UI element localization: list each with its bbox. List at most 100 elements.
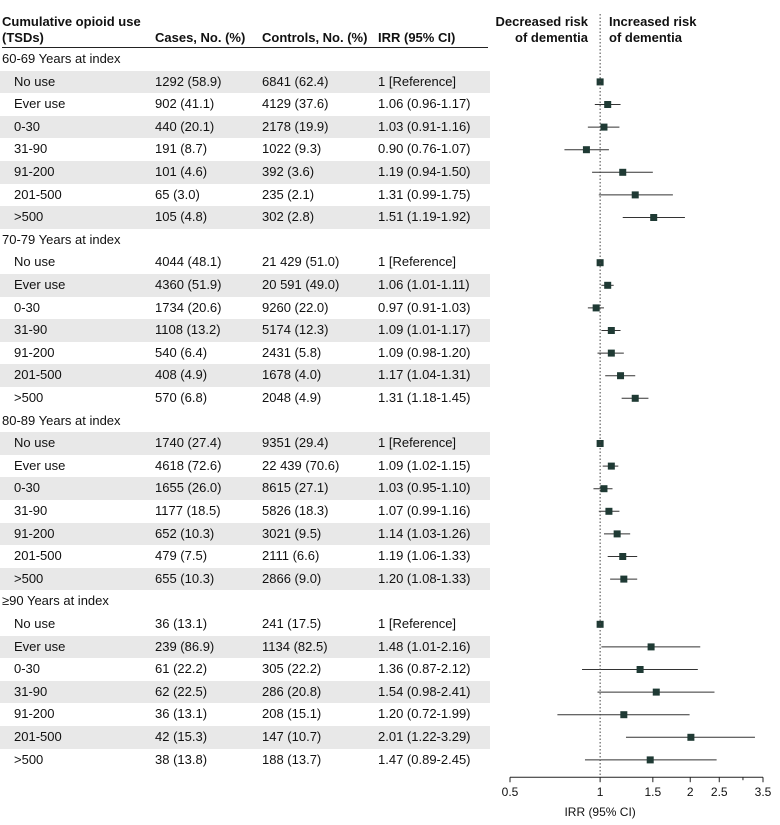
cases-cell: 36 (13.1): [155, 616, 208, 631]
irr-cell: 1.03 (0.91-1.16): [378, 118, 471, 134]
controls-cell: 20 591 (49.0): [262, 277, 340, 292]
controls-cell: 208 (15.1): [262, 706, 322, 722]
row-label: 0-30: [14, 299, 41, 315]
increased-risk-line2: of dementia: [609, 30, 682, 45]
row-label: 31-90: [14, 503, 48, 518]
table-row: 0-30 1655 (26.0) 8615 (27.1) 1.03 (0.95-1.1…: [0, 477, 490, 500]
point-marker: [652, 688, 660, 696]
row-label: 91-200: [14, 344, 55, 360]
x-tick-label: 2.5: [711, 785, 728, 799]
x-tick-label: 0.5: [502, 785, 519, 799]
table-row: No use 4044 (48.1) 21 429 (51.0) 1 [Referen…: [0, 251, 490, 274]
irr-cell: 0.97 (0.91-1.03): [378, 299, 471, 315]
point-marker: [619, 168, 627, 176]
cases-cell: 42 (15.3): [155, 729, 208, 744]
controls-cell: 3021 (9.5): [262, 525, 322, 541]
point-marker: [607, 462, 615, 470]
row-label: No use: [14, 616, 56, 631]
cases-cell: 239 (86.9): [155, 638, 215, 654]
table-row: 91-200 101 (4.6) 392 (3.6) 1.19 (0.94-1.50): [0, 161, 490, 184]
controls-cell: 8615 (27.1): [262, 480, 329, 496]
cases-cell: 36 (13.1): [155, 706, 208, 722]
row-label: 201-500: [14, 729, 62, 744]
table-row: 91-200 540 (6.4) 2431 (5.8) 1.09 (0.98-1.20…: [0, 342, 490, 365]
decreased-risk-label: Decreased risk of dementia: [495, 14, 588, 46]
irr-cell: 1 [Reference]: [378, 73, 457, 89]
header-exposure: Cumulative opioid use (TSDs): [2, 14, 141, 46]
irr-cell: 1.51 (1.19-1.92): [378, 209, 471, 225]
header-irr: IRR (95% CI): [378, 30, 456, 45]
irr-cell: 1.20 (0.72-1.99): [378, 706, 471, 722]
header-exposure-line1: Cumulative opioid use: [2, 14, 141, 29]
cases-cell: 1292 (58.9): [155, 73, 222, 89]
irr-cell: 1 [Reference]: [378, 254, 457, 270]
cases-cell: 105 (4.8): [155, 209, 208, 225]
cases-cell: 38 (13.8): [155, 751, 208, 767]
cases-cell: 1108 (13.2): [155, 322, 221, 338]
table-row: Ever use 4360 (51.9) 20 591 (49.0) 1.06 (1.…: [0, 274, 490, 297]
row-label: No use: [14, 73, 56, 89]
table-row: 201-500 408 (4.9) 1678 (4.0) 1.17 (1.04-1.3…: [0, 364, 490, 387]
row-label: >500: [14, 751, 44, 767]
group-row: 80-89 Years at index: [0, 410, 490, 433]
cases-cell: 440 (20.1): [155, 118, 215, 134]
table-row: 91-200 36 (13.1) 208 (15.1) 1.20 (0.72-1.99…: [0, 703, 490, 726]
row-label: Ever use: [14, 457, 66, 473]
controls-cell: 22 439 (70.6): [262, 457, 340, 473]
cases-cell: 902 (41.1): [155, 96, 215, 112]
row-label: Ever use: [14, 96, 66, 112]
controls-cell: 21 429 (51.0): [262, 254, 340, 270]
group-label: ≥90 Years at index: [2, 593, 109, 609]
irr-cell: 1.31 (1.18-1.45): [378, 390, 471, 405]
row-label: 91-200: [14, 525, 55, 541]
increased-risk-label: Increased risk of dementia: [609, 14, 696, 46]
point-marker: [607, 327, 615, 334]
group-label: 80-89 Years at index: [2, 412, 121, 428]
table-row: >500 655 (10.3) 2866 (9.0) 1.20 (1.08-1.33): [0, 567, 490, 591]
cases-cell: 4360 (51.9): [155, 277, 222, 292]
irr-cell: 1.09 (1.01-1.17): [378, 322, 471, 338]
point-marker: [647, 643, 655, 651]
point-marker: [600, 123, 608, 131]
controls-cell: 4129 (37.6): [262, 96, 329, 112]
table-row: 201-500 479 (7.5) 2111 (6.6) 1.19 (1.06-1.3…: [0, 545, 490, 568]
cases-cell: 62 (22.5): [155, 683, 208, 699]
decreased-risk-line2: of dementia: [515, 30, 588, 45]
controls-cell: 2178 (19.9): [262, 118, 329, 134]
group-label: 60-69 Years at index: [2, 51, 121, 66]
cases-cell: 1734 (20.6): [155, 299, 222, 315]
row-label: 0-30: [14, 118, 41, 134]
point-marker: [604, 101, 612, 108]
cases-cell: 61 (22.2): [155, 661, 208, 677]
row-label: >500: [14, 390, 44, 405]
irr-cell: 1.14 (1.03-1.26): [378, 525, 471, 541]
table-row: No use 1292 (58.9) 6841 (62.4) 1 [Reference…: [0, 70, 490, 94]
cases-cell: 65 (3.0): [155, 186, 200, 202]
irr-cell: 1.19 (1.06-1.33): [378, 548, 471, 564]
x-tick-label: 2: [687, 785, 694, 799]
point-marker: [620, 711, 628, 719]
irr-cell: 1.19 (0.94-1.50): [378, 164, 471, 179]
x-tick-label: 1: [597, 785, 604, 799]
point-marker: [620, 575, 628, 583]
irr-cell: 1.47 (0.89-2.45): [378, 751, 471, 767]
table-row: Ever use 902 (41.1) 4129 (37.6) 1.06 (0.96-…: [0, 93, 490, 116]
irr-cell: 1 [Reference]: [378, 435, 457, 451]
cases-cell: 1740 (27.4): [155, 435, 222, 451]
table-row: >500 570 (6.8) 2048 (4.9) 1.31 (1.18-1.45): [0, 387, 490, 410]
controls-cell: 2048 (4.9): [262, 390, 322, 405]
increased-risk-line1: Increased risk: [609, 14, 697, 29]
irr-cell: 1.06 (0.96-1.17): [378, 96, 471, 112]
table-row: 31-90 1108 (13.2) 5174 (12.3) 1.09 (1.01-1.…: [0, 319, 490, 342]
controls-cell: 188 (13.7): [262, 751, 322, 767]
controls-cell: 9260 (22.0): [262, 299, 329, 315]
table-row: 201-500 42 (15.3) 147 (10.7) 2.01 (1.22-3.2…: [0, 726, 490, 749]
table-row: 0-30 61 (22.2) 305 (22.2) 1.36 (0.87-2.12): [0, 658, 490, 681]
row-label: No use: [14, 435, 56, 451]
controls-cell: 1678 (4.0): [262, 367, 322, 383]
controls-cell: 147 (10.7): [262, 729, 322, 744]
irr-cell: 1.07 (0.99-1.16): [378, 503, 471, 518]
cases-cell: 479 (7.5): [155, 548, 208, 564]
point-marker: [605, 507, 613, 515]
